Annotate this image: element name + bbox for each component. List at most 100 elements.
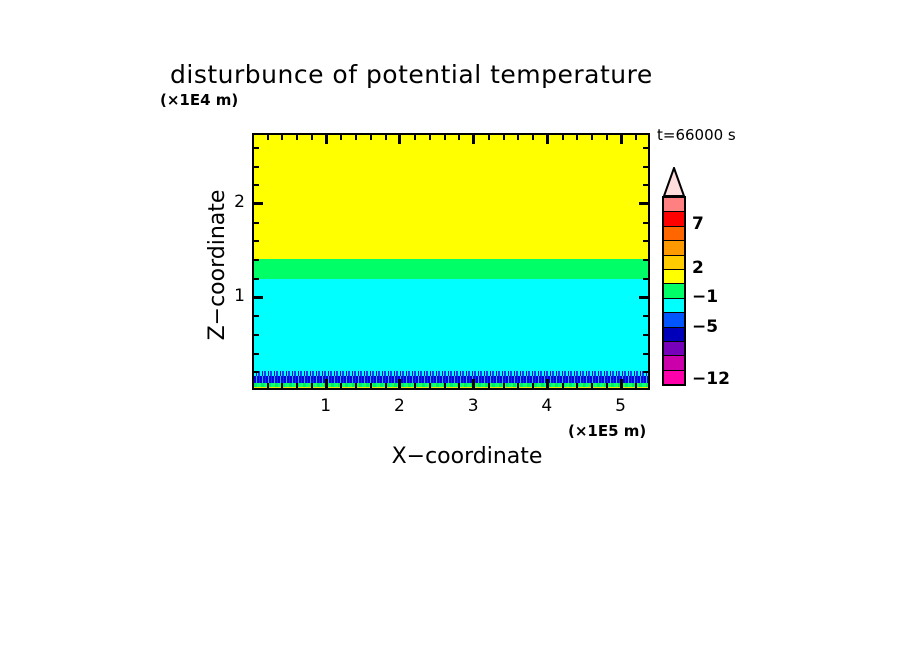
field-band-green-interface <box>254 259 648 279</box>
x-minor-tick <box>591 383 594 390</box>
y-minor-tick <box>643 277 650 280</box>
x-minor-tick <box>384 383 387 390</box>
x-tick-label: 2 <box>393 396 405 416</box>
x-minor-tick <box>591 133 594 140</box>
x-minor-tick <box>340 133 343 140</box>
page-title: disturbunce of potential temperature <box>170 60 653 89</box>
colorbar-tick-label: −1 <box>692 287 719 308</box>
x-minor-tick <box>266 383 269 390</box>
colorbar-band <box>664 341 684 357</box>
x-minor-tick <box>281 133 284 140</box>
x-minor-tick <box>635 383 638 390</box>
y-minor-tick <box>252 277 259 280</box>
field-band-blue-noisy <box>254 376 648 383</box>
y-minor-tick <box>643 221 650 224</box>
x-minor-tick <box>369 383 372 390</box>
x-minor-tick <box>605 383 608 390</box>
time-annotation: t=66000 s <box>657 126 736 144</box>
x-minor-tick <box>561 383 564 390</box>
x-minor-tick <box>266 133 269 140</box>
colorbar-band <box>664 356 684 371</box>
y-minor-tick <box>252 165 259 168</box>
colorbar-tick-label: −5 <box>692 316 719 337</box>
x-minor-tick <box>414 133 417 140</box>
x-minor-tick <box>443 383 446 390</box>
x-minor-tick <box>310 133 313 140</box>
y-major-tick <box>252 295 263 299</box>
y-minor-tick <box>643 184 650 187</box>
x-minor-tick <box>487 133 490 140</box>
y-minor-tick <box>643 240 650 243</box>
colorbar-band <box>664 241 684 256</box>
y-minor-tick <box>643 165 650 168</box>
x-minor-tick <box>561 133 564 140</box>
y-minor-tick <box>252 221 259 224</box>
x-minor-tick <box>355 133 358 140</box>
x-major-tick <box>398 379 402 390</box>
colorbar-band <box>664 327 684 342</box>
y-axis-title-text: Z−coordinate <box>205 189 230 341</box>
x-minor-tick <box>281 383 284 390</box>
field-band-upper-yellow <box>254 135 648 259</box>
colorbar-tick-label: 2 <box>692 258 704 279</box>
x-minor-tick <box>369 133 372 140</box>
x-minor-tick <box>340 383 343 390</box>
colorbar-tick-label: 7 <box>692 214 704 235</box>
colorbar-band <box>664 255 684 270</box>
colorbar-band <box>664 212 684 227</box>
y-minor-tick <box>252 184 259 187</box>
y-axis-unit-label: (×1E4 m) <box>160 91 239 109</box>
field-band-yellow-bottom <box>254 387 648 388</box>
x-major-tick <box>472 133 476 144</box>
field-band-cyan-mid <box>254 279 648 375</box>
x-major-tick <box>472 379 476 390</box>
y-minor-tick <box>252 333 259 336</box>
x-minor-tick <box>532 383 535 390</box>
x-major-tick <box>398 133 402 144</box>
x-major-tick <box>324 133 328 144</box>
y-tick-label: 2 <box>234 192 245 213</box>
x-minor-tick <box>487 383 490 390</box>
y-major-tick <box>639 295 650 299</box>
x-minor-tick <box>502 383 505 390</box>
colorbar <box>662 196 686 386</box>
x-minor-tick <box>458 383 461 390</box>
y-minor-tick <box>252 259 259 262</box>
x-minor-tick <box>517 383 520 390</box>
colorbar-band <box>664 298 684 314</box>
x-minor-tick <box>576 133 579 140</box>
plot-area <box>252 133 650 390</box>
colorbar-tick-label: −12 <box>692 369 730 390</box>
x-minor-tick <box>428 383 431 390</box>
x-minor-tick <box>502 133 505 140</box>
field-band-noise-fringe <box>254 371 648 376</box>
x-tick-label: 1 <box>320 396 332 416</box>
x-minor-tick <box>605 133 608 140</box>
y-minor-tick <box>252 240 259 243</box>
x-tick-label: 5 <box>615 396 626 416</box>
y-minor-tick <box>252 147 259 150</box>
y-minor-tick <box>643 259 650 262</box>
y-major-tick <box>252 202 263 206</box>
x-axis-unit-label: (×1E5 m) <box>568 422 647 440</box>
x-minor-tick <box>517 133 520 140</box>
x-major-tick <box>619 133 623 144</box>
y-minor-tick <box>643 371 650 374</box>
colorbar-band <box>664 370 684 385</box>
y-minor-tick <box>643 315 650 318</box>
y-minor-tick <box>252 352 259 355</box>
x-minor-tick <box>428 133 431 140</box>
field-band-green-lower <box>254 383 648 387</box>
colorbar-band <box>664 284 684 299</box>
x-major-tick <box>619 379 623 390</box>
colorbar-arrow-icon <box>662 167 686 197</box>
y-axis-title: Z−coordinate <box>183 165 230 365</box>
x-tick-label: 3 <box>467 396 479 416</box>
colorbar-band <box>664 198 684 213</box>
y-minor-tick <box>252 371 259 374</box>
y-minor-tick <box>643 333 650 336</box>
x-axis-title: X−coordinate <box>391 444 543 469</box>
colorbar-band <box>664 269 684 285</box>
x-major-tick <box>545 379 549 390</box>
x-minor-tick <box>458 133 461 140</box>
